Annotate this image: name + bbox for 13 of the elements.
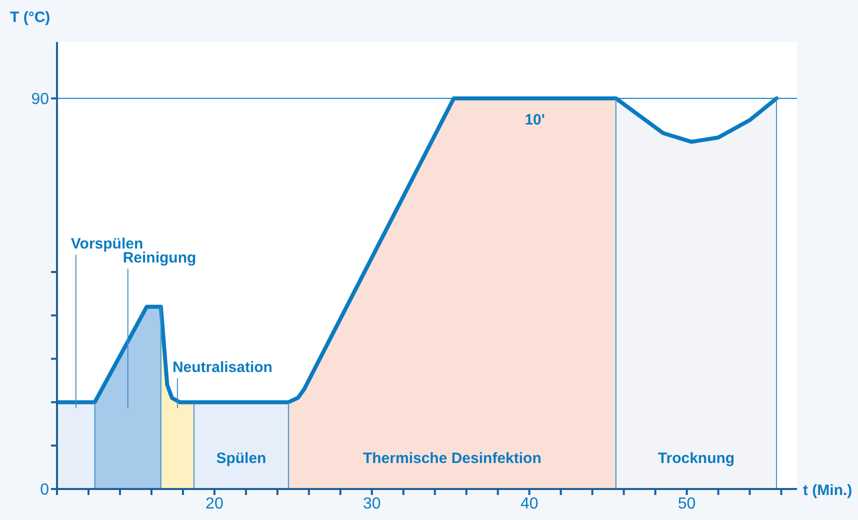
y-axis-title: T (°C) — [10, 9, 50, 26]
series-label: Neutralisation — [172, 359, 272, 376]
annotation: 10' — [524, 111, 545, 128]
x-tick-label: 50 — [678, 495, 696, 512]
series-label: Trocknung — [658, 450, 735, 467]
series-label: Spülen — [216, 450, 266, 467]
x-tick-label: 40 — [520, 495, 538, 512]
x-tick-label: 20 — [206, 495, 224, 512]
y-tick-label: 0 — [40, 482, 50, 499]
x-tick-label: 30 — [362, 495, 381, 512]
x-axis-title: t (Min.) — [803, 482, 852, 499]
y-tick-label: 90 — [31, 91, 50, 108]
series-label: Thermische Desinfektion — [362, 450, 542, 467]
